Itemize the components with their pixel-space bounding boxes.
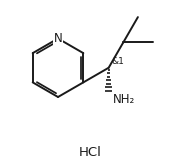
Text: NH₂: NH₂ (113, 93, 135, 106)
Text: HCl: HCl (79, 146, 102, 159)
Text: &1: &1 (111, 57, 124, 66)
Text: N: N (54, 32, 62, 45)
